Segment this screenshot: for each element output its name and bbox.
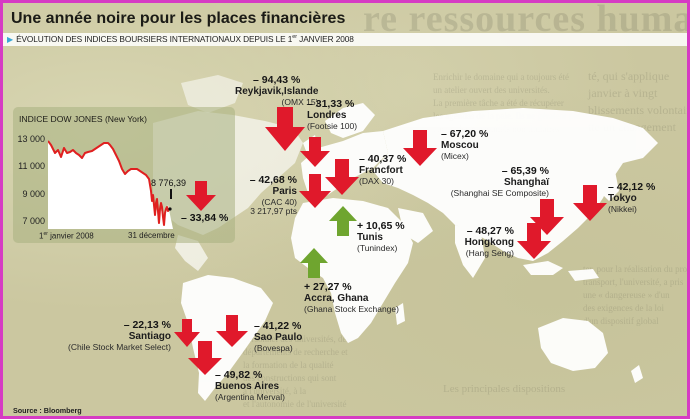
source-credit: Source : Bloomberg	[13, 406, 82, 415]
market-label-tunis: + 10,65 % Tunis (Tunindex)	[357, 220, 405, 253]
market-label-saopaulo: – 41,22 % Sao Paulo (Bovespa)	[254, 320, 303, 353]
market-label-moscou: – 67,20 % Moscou (Micex)	[441, 128, 489, 161]
subtitle-band	[3, 33, 687, 46]
dow-jones-last-value: 8 776,39	[151, 178, 187, 188]
down-arrow-icon	[216, 315, 248, 347]
y-tick: 11 000	[18, 161, 45, 171]
down-arrow-icon	[517, 223, 551, 259]
up-arrow-icon	[300, 248, 328, 278]
page-title: Une année noire pour les places financiè…	[11, 10, 346, 27]
down-arrow-icon	[403, 130, 437, 166]
market-label-hongkong: – 48,27 % Hongkong (Hang Seng)	[464, 225, 514, 258]
y-tick: 9 000	[22, 189, 45, 199]
market-label-londres: – 31,33 % Londres (Footsie 100)	[307, 98, 358, 131]
down-arrow-icon	[300, 137, 330, 167]
triangle-bullet-icon: ▶	[7, 35, 14, 44]
last-value-marker	[170, 189, 172, 199]
market-label-accra: + 27,27 % Accra, Ghana (Ghana Stock Exch…	[304, 281, 399, 314]
down-arrow-icon	[325, 159, 359, 195]
market-label-buenosaires: – 49,82 % Buenos Aires (Argentina Merval…	[215, 369, 285, 402]
down-arrow-icon	[265, 107, 305, 151]
x-tick-start: 1er janvier 2008	[39, 231, 94, 241]
market-label-reykjavik: – 94,43 % Reykjavik,Islande (OMX 15)	[235, 74, 319, 107]
y-tick: 13 000	[17, 134, 45, 144]
market-label-shanghai: – 65,39 % Shanghaï (Shanghai SE Composit…	[450, 165, 549, 198]
x-tick-end: 31 décembre	[128, 231, 175, 240]
market-label-francfort: – 40,37 % Francfort (DAX 30)	[359, 153, 407, 186]
market-label-tokyo: – 42,12 % Tokyo (Nikkei)	[608, 181, 656, 214]
background-newsprint: ter, pour la réalisation du projet transp…	[583, 264, 690, 326]
down-arrow-icon	[573, 185, 607, 221]
down-arrow-icon	[174, 319, 200, 347]
market-label-santiago: – 22,13 % Santiago (Chile Stock Market S…	[68, 319, 171, 352]
background-newsprint: Les principales dispositions	[443, 383, 566, 395]
down-arrow-icon	[188, 341, 222, 375]
up-arrow-icon	[329, 206, 357, 236]
dow-jones-line-chart	[48, 140, 173, 229]
subtitle: ▶ ÉVOLUTION DES INDICES BOURSIERS INTERNA…	[7, 34, 354, 44]
dow-jones-change: – 33,84 %	[181, 212, 229, 224]
down-arrow-icon	[186, 181, 216, 211]
market-label-paris: – 42,68 % Paris (CAC 40) 3 217,97 pts	[249, 174, 297, 217]
dow-jones-title: INDICE DOW JONES (New York)	[19, 114, 147, 124]
background-newsprint: personnel des universités, des départemen…	[243, 334, 350, 409]
y-tick: 7 000	[22, 216, 45, 226]
world-map	[153, 75, 658, 401]
down-arrow-icon	[299, 174, 331, 208]
